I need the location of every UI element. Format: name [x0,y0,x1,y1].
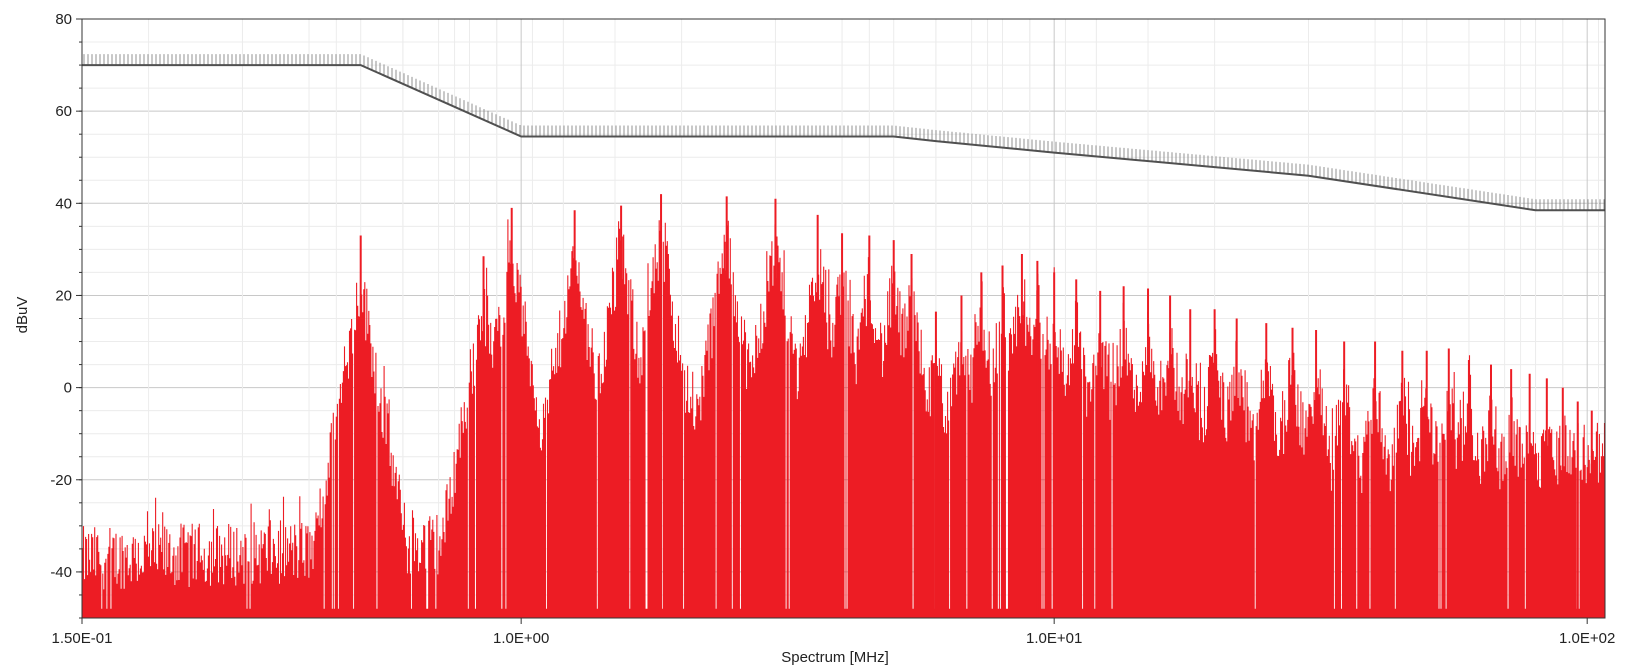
spectrum-series [81,194,1606,618]
x-axis: 1.50E-01 1.0E+00 1.0E+01 1.0E+02 [52,618,1615,647]
y-tick-label: 80 [55,11,72,28]
y-tick-label: -20 [50,472,72,489]
x-tick-label: 1.50E-01 [52,630,113,647]
y-tick-label: -40 [50,564,72,581]
limit-line-series [82,54,1605,212]
y-tick-label: 40 [55,195,72,212]
x-tick-label: 1.0E+00 [493,630,549,647]
x-tick-label: 1.0E+01 [1026,630,1082,647]
limit-hatching [83,54,1605,211]
y-axis: 80 60 40 20 0 -20 -40 [50,11,82,619]
x-axis-label: Spectrum [MHz] [781,649,889,666]
y-tick-label: 0 [64,380,72,397]
y-axis-label: dBuV [14,297,31,334]
limit-line [82,64,1605,212]
y-tick-label: 20 [55,287,72,304]
y-tick-label: 60 [55,103,72,120]
x-tick-label: 1.0E+02 [1559,630,1615,647]
